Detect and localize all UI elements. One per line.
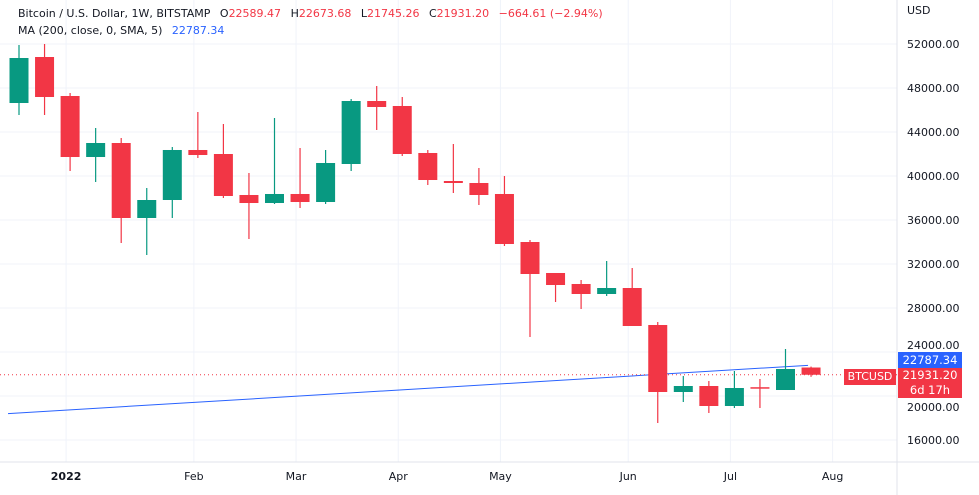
x-tick-label: Aug bbox=[822, 470, 843, 483]
candle-down bbox=[622, 288, 642, 326]
y-tick-label: 28000.00 bbox=[907, 302, 960, 315]
candle-down bbox=[35, 57, 55, 97]
candle-down bbox=[469, 182, 489, 195]
y-tick-label: 48000.00 bbox=[907, 82, 960, 95]
bar-countdown: 6d 17h bbox=[909, 383, 951, 397]
candle-down bbox=[290, 193, 310, 203]
candle-up bbox=[597, 288, 617, 294]
candle-down bbox=[239, 194, 259, 204]
y-tick-label: 52000.00 bbox=[907, 38, 960, 51]
change-value: −664.61 (−2.94%) bbox=[498, 7, 603, 20]
candle-down bbox=[443, 181, 463, 183]
legend-ohlc-row: Bitcoin / U.S. Dollar, 1W, BITSTAMP O225… bbox=[18, 5, 609, 22]
high-label: H bbox=[290, 7, 299, 20]
candle-down bbox=[418, 152, 438, 181]
low-label: L bbox=[360, 7, 367, 20]
ma-value: 22787.34 bbox=[171, 24, 225, 37]
candle-up bbox=[162, 149, 182, 201]
candle-down bbox=[546, 272, 566, 285]
symbol-title: Bitcoin / U.S. Dollar, 1W, BITSTAMP bbox=[18, 7, 211, 20]
x-tick-label: Mar bbox=[286, 470, 307, 483]
candle-down bbox=[367, 101, 387, 107]
x-tick-label: Apr bbox=[389, 470, 409, 483]
y-tick-label: 40000.00 bbox=[907, 170, 960, 183]
y-tick-label: 24000.00 bbox=[907, 339, 960, 352]
candle-up bbox=[776, 368, 795, 391]
x-tick-label: Feb bbox=[184, 470, 203, 483]
candle-down bbox=[111, 143, 131, 218]
y-tick-label: 36000.00 bbox=[907, 214, 960, 227]
x-tick-label: May bbox=[489, 470, 512, 483]
close-label: C bbox=[428, 7, 437, 20]
low-value: 21745.26 bbox=[366, 7, 420, 20]
x-tick-label: Jul bbox=[723, 470, 737, 483]
candle-down bbox=[213, 154, 233, 196]
candle-down bbox=[571, 283, 591, 294]
candle-up bbox=[86, 143, 106, 158]
candle-down bbox=[520, 242, 540, 274]
candle-up bbox=[9, 58, 29, 104]
high-value: 22673.68 bbox=[298, 7, 352, 20]
candle-down bbox=[648, 324, 668, 392]
candle-up bbox=[137, 200, 157, 218]
x-tick-label: 2022 bbox=[51, 470, 82, 483]
candle-down bbox=[188, 149, 208, 156]
candle-down bbox=[60, 95, 80, 158]
candle-down bbox=[392, 105, 412, 154]
ma-label: MA (200, close, 0, SMA, 5) bbox=[18, 24, 163, 37]
candle-up bbox=[724, 388, 744, 406]
last-price-tag: 21931.20 6d 17h bbox=[898, 368, 962, 398]
x-tick-label: Jun bbox=[619, 470, 637, 483]
ma-price-tag: 22787.34 bbox=[898, 352, 962, 368]
open-value: 22589.47 bbox=[228, 7, 282, 20]
candle-up bbox=[265, 193, 284, 204]
last-price: 21931.20 bbox=[902, 368, 958, 382]
candle-down bbox=[801, 367, 821, 375]
y-tick-label: 32000.00 bbox=[907, 258, 960, 271]
y-tick-label: 44000.00 bbox=[907, 126, 960, 139]
candle-down bbox=[494, 193, 514, 245]
candle-down bbox=[699, 386, 719, 406]
y-tick-label: 16000.00 bbox=[907, 434, 960, 447]
currency-label[interactable]: USD bbox=[907, 4, 931, 17]
ma-line bbox=[7, 364, 809, 415]
candle-up bbox=[673, 386, 693, 392]
legend-ma-row[interactable]: MA (200, close, 0, SMA, 5) 22787.34 bbox=[18, 22, 609, 39]
y-tick-label: 20000.00 bbox=[907, 401, 960, 414]
candle-down bbox=[750, 387, 770, 389]
candle-up bbox=[316, 162, 336, 203]
close-value: 21931.20 bbox=[436, 7, 490, 20]
candle-up bbox=[341, 101, 361, 164]
chart-legend: Bitcoin / U.S. Dollar, 1W, BITSTAMP O225… bbox=[18, 5, 609, 39]
symbol-price-tag: BTCUSD bbox=[844, 369, 896, 385]
open-label: O bbox=[219, 7, 229, 20]
